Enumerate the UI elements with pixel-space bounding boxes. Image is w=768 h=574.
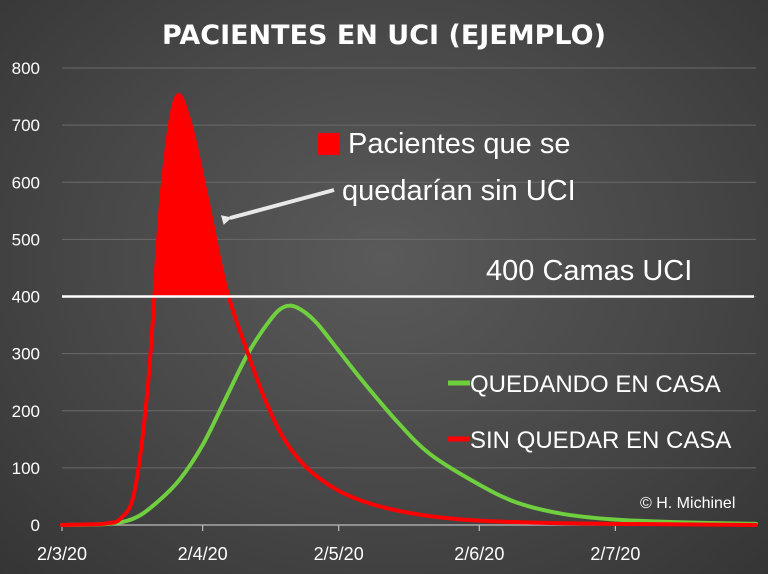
overflow-area-label-line1: Pacientes que se (348, 128, 570, 160)
y-tick-label: 700 (12, 116, 40, 135)
overflow-area-group (154, 94, 229, 297)
x-tick-label: 2/7/20 (590, 544, 640, 564)
x-tick-label: 2/5/20 (314, 544, 364, 564)
overflow-area-label-line2: quedarían sin UCI (342, 175, 576, 207)
reference-line-label: 400 Camas UCI (486, 255, 692, 287)
y-axis: 0 100 200 300 400 500 600 700 800 (12, 59, 40, 535)
legend-label-quedando: QUEDANDO EN CASA (470, 371, 721, 398)
y-tick-label: 800 (12, 59, 40, 78)
series-line (60, 303, 758, 527)
credit-text: © H. Michinel (640, 495, 735, 512)
x-axis: 2/3/20 2/4/20 2/5/20 2/6/20 2/7/20 (37, 524, 756, 564)
x-tick-label: 2/4/20 (178, 544, 228, 564)
y-tick-label: 400 (12, 288, 40, 307)
x-tick-label: 2/3/20 (37, 544, 87, 564)
y-tick-label: 300 (12, 345, 40, 364)
y-tick-label: 0 (31, 516, 40, 535)
y-tick-label: 100 (12, 459, 40, 478)
x-tick-label: 2/6/20 (454, 544, 504, 564)
overflow-area (154, 94, 229, 297)
series-line (60, 92, 758, 527)
legend-label-sin-quedar: SIN QUEDAR EN CASA (470, 427, 731, 454)
y-tick-label: 500 (12, 230, 40, 249)
series-group (60, 92, 758, 527)
chart-title: PACIENTES EN UCI (EJEMPLO) (162, 20, 606, 51)
overflow-area-swatch (318, 133, 340, 155)
y-tick-label: 600 (12, 173, 40, 192)
y-tick-label: 200 (12, 402, 40, 421)
annotation-arrow (220, 188, 335, 225)
